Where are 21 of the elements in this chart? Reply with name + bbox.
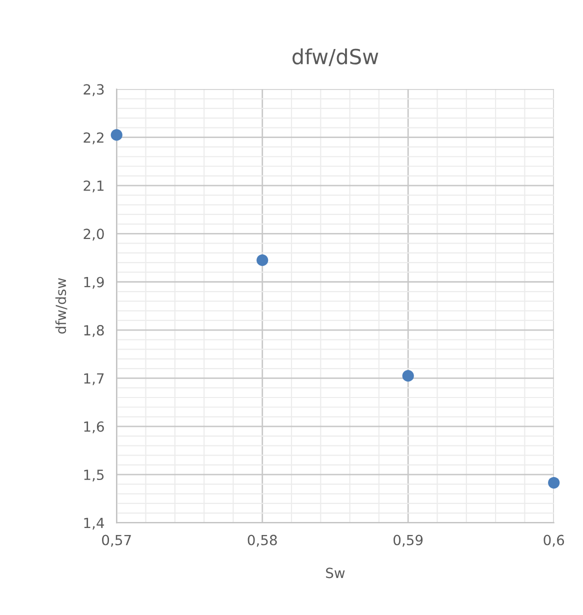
x-tick-label: 0,6 [544, 534, 564, 547]
point [402, 370, 414, 382]
y-tick-label: 2,2 [84, 132, 104, 144]
x-tick-label: 0,58 [248, 534, 277, 547]
point [110, 129, 122, 141]
y-tick-label: 1,9 [84, 276, 104, 289]
y-tick-label: 1,5 [84, 470, 104, 482]
x-tick-label: 0,59 [394, 534, 423, 547]
y-tick-label: 2,1 [84, 180, 104, 192]
y-tick-label: 1,7 [84, 373, 104, 386]
y-tick-label: 2,3 [84, 84, 104, 96]
chart-title: dfw/dSw [292, 48, 378, 66]
x-axis-title: Sw [326, 568, 345, 578]
y-tick-label: 2,0 [84, 228, 104, 241]
y-tick-label: 1,4 [84, 518, 104, 530]
y-tick-label: 1,8 [84, 325, 104, 337]
point [548, 476, 560, 489]
x-tick-label: 0,57 [102, 534, 131, 547]
y-axis-title: dfw/dsw [55, 278, 68, 334]
y-tick-label: 1,6 [84, 421, 104, 434]
point [256, 254, 268, 266]
